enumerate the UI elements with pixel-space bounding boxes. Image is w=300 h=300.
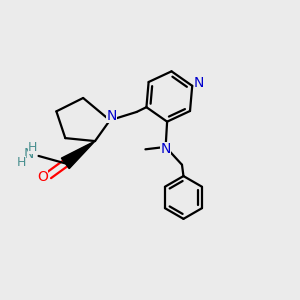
Text: N: N: [24, 148, 34, 161]
Text: O: O: [37, 170, 48, 184]
Text: H: H: [28, 140, 37, 154]
Polygon shape: [61, 141, 95, 169]
Text: N: N: [194, 76, 204, 90]
Text: H: H: [16, 156, 26, 169]
Text: N: N: [106, 109, 116, 123]
Text: N: N: [160, 142, 171, 156]
